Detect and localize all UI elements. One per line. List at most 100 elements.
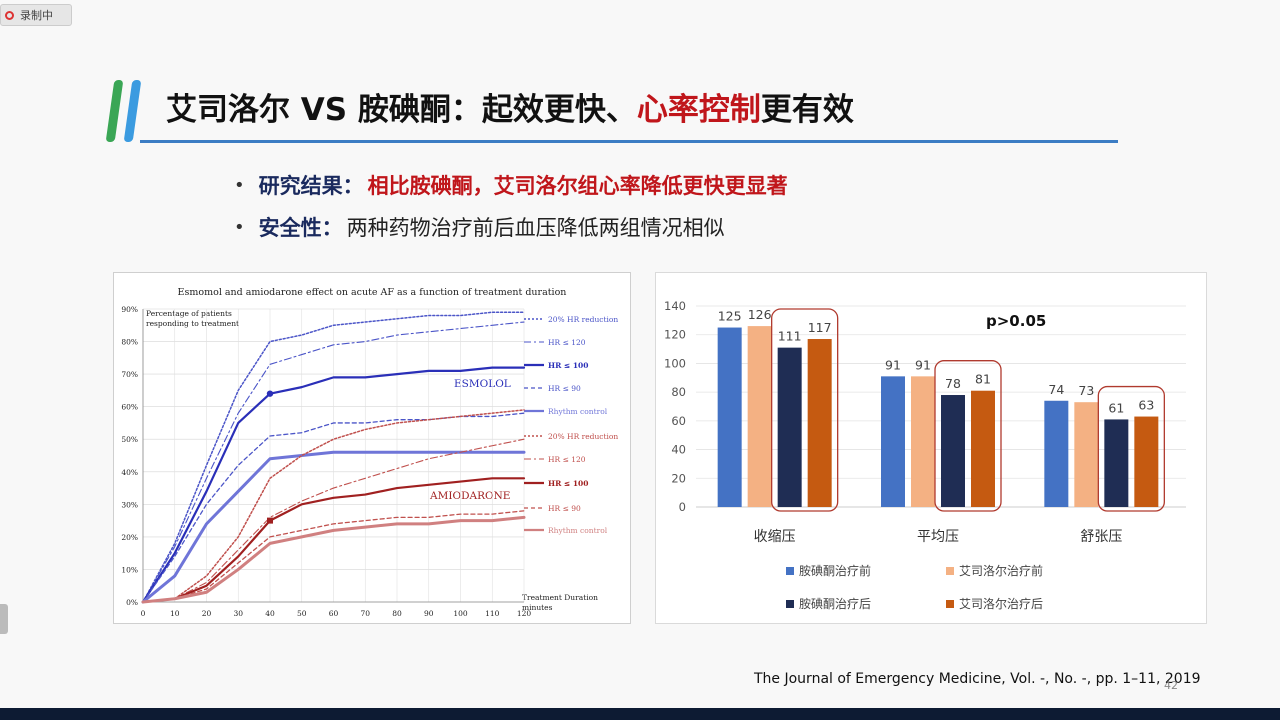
x-tick-label: 40 bbox=[265, 609, 275, 618]
bar-data-label: 91 bbox=[885, 357, 901, 372]
bar-data-label: 74 bbox=[1048, 382, 1064, 397]
recording-label: 录制中 bbox=[20, 9, 53, 22]
x-tick-label: 80 bbox=[392, 609, 402, 618]
title-highlight: 心率控制 bbox=[636, 92, 761, 128]
line-chart-title: Esmomol and amiodarone effect on acute A… bbox=[178, 287, 567, 298]
bar bbox=[1134, 416, 1159, 507]
category-label: 舒张压 bbox=[1080, 529, 1122, 545]
series-line bbox=[141, 515, 526, 604]
y-tick-label: 0% bbox=[126, 598, 138, 607]
y-tick-label: 50% bbox=[121, 435, 138, 444]
bullet-dot-icon: • bbox=[234, 174, 245, 196]
series-line bbox=[142, 409, 525, 603]
legend-label: Rhythm control bbox=[548, 407, 608, 416]
line-chart-xlabel: Treatment Duration minutes bbox=[522, 593, 598, 612]
legend-label: HR ≤ 90 bbox=[548, 504, 581, 513]
y-tick-label: 40% bbox=[121, 468, 138, 477]
legend-label: HR ≤ 120 bbox=[548, 455, 586, 464]
legend-swatch bbox=[786, 600, 794, 608]
x-tick-label: 90 bbox=[424, 609, 434, 618]
bar bbox=[1074, 402, 1099, 507]
y-tick-label: 70% bbox=[121, 370, 138, 379]
bar-data-label: 73 bbox=[1078, 383, 1094, 398]
title-underline bbox=[140, 140, 1118, 143]
bar bbox=[777, 347, 802, 507]
y-tick-label: 60 bbox=[671, 414, 686, 428]
bottom-toolbar bbox=[0, 708, 1280, 720]
series-line bbox=[142, 311, 525, 603]
bullet-item-safety: • 安全性 ： 两种药物治疗前后血压降低两组情况相似 bbox=[234, 206, 788, 248]
y-tick-label: 80% bbox=[121, 338, 138, 347]
bar bbox=[941, 395, 965, 507]
bar bbox=[807, 339, 832, 507]
bar bbox=[911, 376, 935, 507]
line-chart-panel: Esmomol and amiodarone effect on acute A… bbox=[113, 272, 631, 624]
highlight-box bbox=[1097, 385, 1165, 512]
page-number: 42 bbox=[1164, 679, 1178, 692]
x-tick-label: 60 bbox=[329, 609, 339, 618]
line-chart-xlabel-box: Treatment Duration minutes bbox=[522, 593, 598, 612]
bar-data-label: 111 bbox=[778, 329, 802, 344]
x-tick-label: 120 bbox=[517, 609, 532, 618]
esmolol-annotation: ESMOLOL bbox=[454, 378, 511, 390]
legend-label: 艾司洛尔治疗后 bbox=[959, 596, 1043, 611]
bullet-label: 研究结果 bbox=[258, 174, 343, 198]
bullet-label: 安全性 bbox=[258, 216, 322, 240]
legend-label: HR ≤ 90 bbox=[548, 384, 581, 393]
title-accent-bar-green bbox=[105, 80, 124, 142]
y-tick-label: 140 bbox=[664, 299, 686, 313]
bar-data-label: 126 bbox=[748, 307, 772, 322]
bar-data-label: 63 bbox=[1138, 398, 1154, 413]
data-point-marker bbox=[266, 390, 274, 397]
legend-label: 胺碘酮治疗后 bbox=[799, 597, 871, 611]
citation: The Journal of Emergency Medicine, Vol. … bbox=[754, 671, 1201, 687]
legend-label: 艾司洛尔治疗前 bbox=[959, 563, 1043, 578]
bullet-dot-icon: • bbox=[234, 216, 245, 238]
highlight-box bbox=[934, 360, 1002, 512]
slide-title: 艾司洛尔 VS 胺碘酮：起效更快、心率控制更有效 bbox=[166, 84, 854, 129]
bar-data-label: 78 bbox=[945, 376, 961, 391]
record-icon bbox=[5, 10, 14, 20]
y-tick-label: 100 bbox=[664, 356, 686, 370]
legend-label: Rhythm control bbox=[548, 526, 608, 535]
y-tick-label: 0 bbox=[679, 500, 686, 514]
series-line bbox=[142, 438, 525, 603]
series-line bbox=[141, 366, 526, 604]
highlight-box bbox=[771, 308, 839, 512]
bullet-text: 两种药物治疗前后血压降低两组情况相似 bbox=[346, 216, 725, 240]
bar bbox=[1104, 419, 1129, 507]
legend-label: HR ≤ 100 bbox=[548, 361, 588, 370]
bullet-list: • 研究结果 ： 相比胺碘酮，艾司洛尔组心率降低更快更显著 • 安全性 ： 两种… bbox=[234, 164, 788, 248]
legend-label: 20% HR reduction bbox=[548, 432, 618, 441]
x-tick-label: 20 bbox=[202, 609, 212, 618]
x-tick-label: 0 bbox=[141, 609, 146, 618]
bar-data-label: 91 bbox=[915, 357, 931, 372]
line-chart: Esmomol and amiodarone effect on acute A… bbox=[121, 287, 618, 618]
bullet-item-results: • 研究结果 ： 相比胺碘酮，艾司洛尔组心率降低更快更显著 bbox=[234, 164, 788, 206]
side-panel-handle[interactable] bbox=[0, 604, 8, 634]
y-tick-label: 20 bbox=[671, 471, 686, 485]
y-tick-label: 120 bbox=[664, 328, 686, 342]
bar-data-label: 125 bbox=[718, 309, 742, 324]
line-chart-ylabel-box: Percentage of patients responding to tre… bbox=[146, 309, 240, 328]
y-tick-label: 80 bbox=[671, 385, 686, 399]
category-label: 收缩压 bbox=[754, 529, 796, 545]
p-value-annotation: p>0.05 bbox=[986, 312, 1046, 330]
series-line bbox=[142, 510, 525, 603]
line-chart-grid: 0% 10% 20% 30% 40% 50% 60% 70% 80% 90% 0 10 20 30 40 50… bbox=[121, 305, 531, 618]
legend-swatch bbox=[946, 600, 954, 608]
bar bbox=[971, 390, 995, 507]
legend-swatch bbox=[786, 567, 794, 575]
series-line bbox=[142, 321, 525, 603]
x-tick-label: 100 bbox=[453, 609, 468, 618]
bar-data-label: 61 bbox=[1108, 400, 1124, 415]
x-tick-label: 10 bbox=[170, 609, 180, 618]
x-tick-label: 50 bbox=[297, 609, 307, 618]
data-point-marker bbox=[267, 517, 273, 524]
bullet-separator: ： bbox=[342, 174, 364, 198]
line-chart-ylabel: Percentage of patients responding to tre… bbox=[146, 309, 240, 328]
recording-indicator[interactable]: 录制中 bbox=[0, 4, 72, 26]
bar bbox=[717, 327, 742, 507]
title-accent-bar-blue bbox=[123, 80, 142, 142]
